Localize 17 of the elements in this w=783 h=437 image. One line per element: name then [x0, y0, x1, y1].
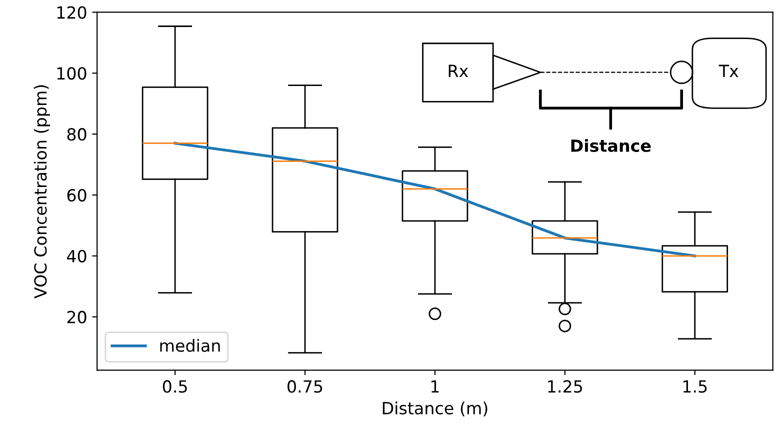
x-tick-label: 1.25 [548, 380, 582, 393]
x-axis-title: Distance (m) [382, 402, 488, 416]
x-tick-label: 0.75 [288, 380, 322, 393]
y-tick-label: 60 [67, 188, 86, 202]
annotation: Distance [571, 139, 651, 152]
x-tick-label: 1.5 [683, 380, 707, 393]
y-tick-label: 40 [66, 250, 86, 262]
annotation: Tx [718, 64, 738, 77]
y-axis-title: VOC Concentration (ppm) [34, 85, 50, 298]
y-tick-label: 120 [57, 6, 86, 19]
y-tick-label: 100 [57, 67, 86, 80]
y-tick-label: 80 [67, 128, 86, 141]
legend-label: median [160, 339, 220, 352]
x-tick-label: 0.5 [162, 380, 187, 393]
y-tick-label: 20 [67, 310, 86, 324]
annotation: Rx [448, 64, 468, 77]
x-tick-label: 1 [431, 380, 439, 393]
